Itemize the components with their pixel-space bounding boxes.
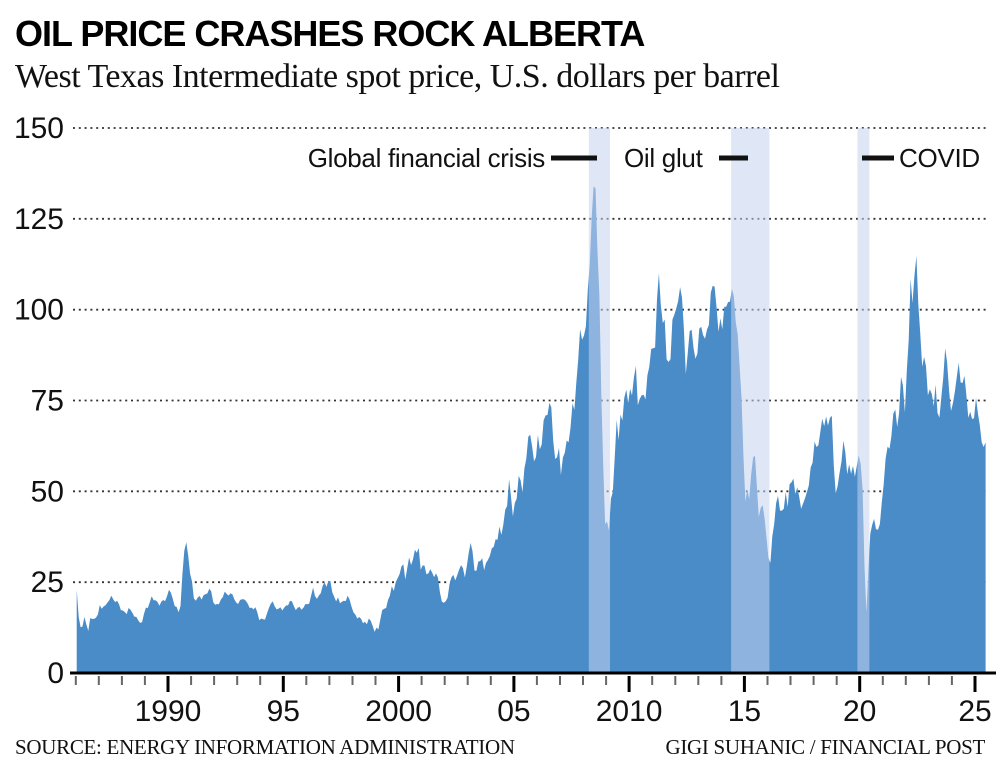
y-tick-label-0: 0 xyxy=(47,657,64,690)
x-tick-label-1995: 95 xyxy=(267,695,300,728)
x-tick-label-2010: 2010 xyxy=(596,695,663,728)
event-bands xyxy=(588,128,870,673)
page-subtitle: West Texas Intermediate spot price, U.S.… xyxy=(15,58,780,95)
y-tick-label-25: 25 xyxy=(31,566,64,599)
x-tick-label-2015: 15 xyxy=(728,695,761,728)
y-tick-label-100: 100 xyxy=(14,294,64,327)
price-area-path xyxy=(76,186,986,673)
author-credit: GIGI SUHANIC / FINANCIAL POST xyxy=(665,735,985,759)
event-band-2 xyxy=(857,128,870,673)
annotation-label-2: COVID xyxy=(899,143,980,173)
y-tick-label-75: 75 xyxy=(31,385,64,418)
event-band-1 xyxy=(731,128,770,673)
x-tick-label-1990: 1990 xyxy=(135,695,202,728)
x-tick-label-2025: 25 xyxy=(958,695,991,728)
x-axis: 1990 95 2000 05 2010 15 20 25 xyxy=(70,671,996,728)
x-tick-label-2005: 05 xyxy=(497,695,530,728)
y-tick-label-50: 50 xyxy=(31,475,64,508)
annotation-label-0: Global financial crisis xyxy=(308,143,546,173)
event-band-0 xyxy=(588,128,610,673)
annotation-label-1: Oil glut xyxy=(624,143,704,173)
x-tick-label-2020: 20 xyxy=(843,695,876,728)
y-axis-labels: 0 25 50 75 100 125 150 xyxy=(14,112,64,690)
y-tick-label-125: 125 xyxy=(14,203,64,236)
gridlines xyxy=(73,127,988,584)
source-credit: SOURCE: ENERGY INFORMATION ADMINISTRATIO… xyxy=(15,735,515,759)
annotations: Global financial crisis Oil glut COVID xyxy=(308,143,980,173)
y-tick-label-150: 150 xyxy=(14,112,64,145)
x-tick-label-2000: 2000 xyxy=(365,695,432,728)
page-title: OIL PRICE CRASHES ROCK ALBERTA xyxy=(15,13,645,54)
price-area xyxy=(76,186,986,673)
